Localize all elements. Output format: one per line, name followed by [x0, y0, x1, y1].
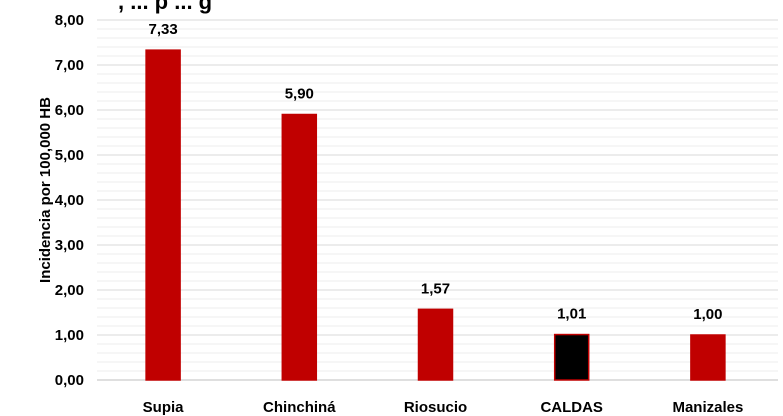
y-tick-label: 1,00	[55, 327, 84, 344]
bar-supia	[145, 49, 181, 381]
y-axis-label: Incidencia por 100,000 HB	[37, 97, 54, 283]
data-label: 7,33	[148, 21, 177, 38]
bar-riosucio	[417, 308, 454, 381]
data-label: 5,90	[285, 86, 314, 103]
bar-chinchina	[281, 113, 318, 381]
y-tick-label: 7,00	[55, 57, 84, 74]
x-tick-label: Manizales	[672, 399, 743, 416]
y-tick-label: 3,00	[55, 237, 84, 254]
y-tick-label: 0,00	[55, 372, 84, 389]
x-tick-label: Chinchiná	[263, 399, 336, 416]
bars-group	[145, 49, 726, 381]
data-labels-group: 7,33 5,90 1,57 1,01 1,00	[148, 21, 722, 323]
data-label: 1,00	[693, 306, 722, 323]
minor-gridlines	[97, 28, 778, 372]
data-label: 1,57	[421, 280, 450, 297]
y-tick-label: 8,00	[55, 12, 84, 29]
y-tick-label: 6,00	[55, 102, 84, 119]
y-axis-tick-labels: 0,00 1,00 2,00 3,00 4,00 5,00 6,00 7,00 8,00	[55, 12, 84, 389]
x-tick-label: Riosucio	[404, 399, 467, 416]
y-tick-label: 5,00	[55, 147, 84, 164]
data-label: 1,01	[557, 306, 586, 323]
x-tick-label: CALDAS	[540, 399, 603, 416]
bar-manizales	[690, 334, 726, 381]
x-tick-label: Supia	[143, 399, 184, 416]
x-axis-category-labels: Supia Chinchiná Riosucio CALDAS Manizales	[143, 399, 744, 416]
bar-caldas	[553, 333, 590, 381]
chart-title-group: , ... p ... g	[118, 0, 212, 14]
chart-title: , ... p ... g	[118, 0, 212, 14]
y-tick-label: 4,00	[55, 192, 84, 209]
y-tick-label: 2,00	[55, 282, 84, 299]
